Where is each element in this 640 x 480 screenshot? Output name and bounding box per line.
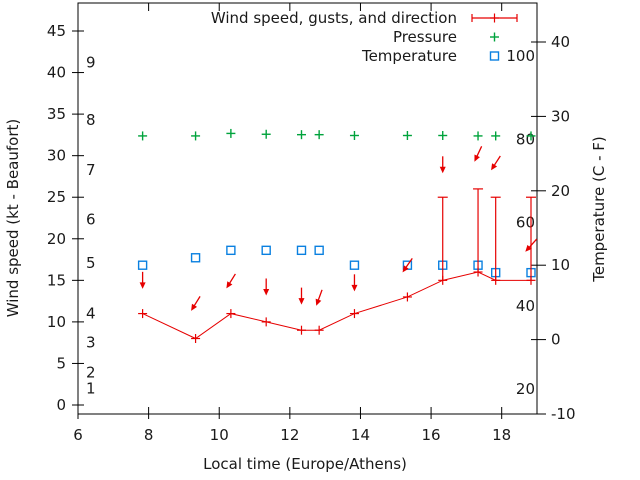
svg-text:2: 2 [86, 364, 96, 382]
svg-text:1: 1 [86, 379, 96, 397]
svg-text:5: 5 [86, 254, 96, 272]
svg-text:20: 20 [516, 380, 535, 398]
legend-item-temperature: Temperature [361, 47, 457, 65]
svg-text:80: 80 [516, 130, 535, 148]
svg-text:14: 14 [351, 426, 370, 444]
inner-right-labels: 100 80 60 40 20 [506, 47, 535, 398]
legend-item-pressure: Pressure [392, 28, 457, 46]
beaufort-labels: 12 3 4 5 6 7 8 9 [86, 54, 96, 398]
svg-text:30: 30 [47, 147, 66, 165]
svg-text:18: 18 [492, 426, 511, 444]
plot-border [77, 2, 538, 415]
legend-markers [471, 13, 518, 61]
right-axis-title: Temperature (C - F) [590, 136, 608, 282]
right-axis-ticks: -10 0 10 20 30 40 [531, 33, 576, 423]
svg-text:25: 25 [47, 188, 66, 206]
svg-text:5: 5 [56, 354, 66, 372]
left-axis-title: Wind speed (kt - Beaufort) [4, 118, 22, 318]
svg-text:6: 6 [86, 211, 96, 229]
svg-text:9: 9 [86, 54, 96, 72]
wind-series [138, 267, 536, 344]
svg-text:40: 40 [516, 297, 535, 315]
svg-text:15: 15 [47, 271, 66, 289]
x-axis-ticks: 6 8 10 12 14 16 18 [73, 3, 511, 444]
svg-text:35: 35 [47, 105, 66, 123]
x-axis-title: Local time (Europe/Athens) [203, 455, 407, 473]
svg-text:16: 16 [422, 426, 441, 444]
svg-text:30: 30 [551, 107, 570, 125]
svg-text:40: 40 [47, 64, 66, 82]
legend: Wind speed, gusts, and direction Pressur… [0, 9, 457, 66]
svg-text:0: 0 [551, 331, 561, 349]
svg-text:6: 6 [73, 426, 83, 444]
svg-text:8: 8 [144, 426, 154, 444]
svg-text:12: 12 [280, 426, 299, 444]
svg-text:3: 3 [86, 334, 96, 352]
pressure-series [138, 128, 536, 141]
svg-text:10: 10 [47, 313, 66, 331]
svg-text:4: 4 [86, 305, 96, 323]
svg-text:10: 10 [551, 256, 570, 274]
svg-text:0: 0 [56, 396, 66, 414]
svg-text:20: 20 [551, 182, 570, 200]
svg-text:7: 7 [86, 161, 96, 179]
svg-text:100: 100 [506, 47, 535, 65]
left-axis-ticks: 0 5 10 15 20 25 30 35 40 45 [47, 22, 84, 414]
svg-text:60: 60 [516, 214, 535, 232]
svg-text:10: 10 [210, 426, 229, 444]
svg-text:40: 40 [551, 33, 570, 51]
svg-text:-10: -10 [551, 405, 576, 423]
svg-text:8: 8 [86, 111, 96, 129]
legend-item-wind: Wind speed, gusts, and direction [210, 9, 457, 27]
svg-text:45: 45 [47, 22, 66, 40]
wind-direction-arrows [139, 146, 538, 311]
svg-text:20: 20 [47, 230, 66, 248]
gust-bars [437, 188, 536, 281]
